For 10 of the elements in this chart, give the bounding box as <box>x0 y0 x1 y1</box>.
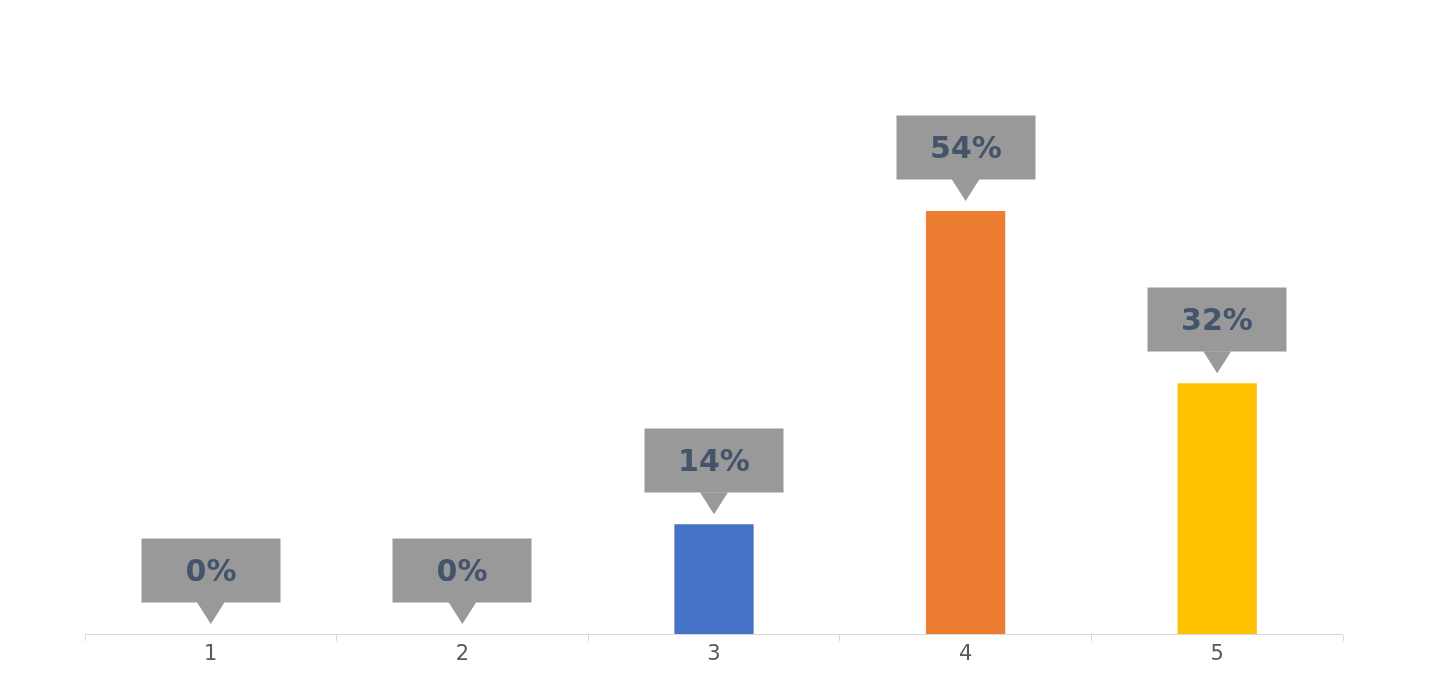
data-label: 14% <box>678 443 750 478</box>
x-tick-label: 4 <box>958 641 973 666</box>
data-label: 32% <box>1181 302 1253 337</box>
data-label: 54% <box>930 130 1002 165</box>
data-label: 0% <box>185 553 237 588</box>
x-tick-label: 3 <box>707 641 721 666</box>
x-tick-label: 1 <box>204 641 218 666</box>
x-tick-label: 2 <box>455 641 470 666</box>
x-tick-label: 5 <box>1210 641 1224 666</box>
data-label: 0% <box>436 553 488 588</box>
